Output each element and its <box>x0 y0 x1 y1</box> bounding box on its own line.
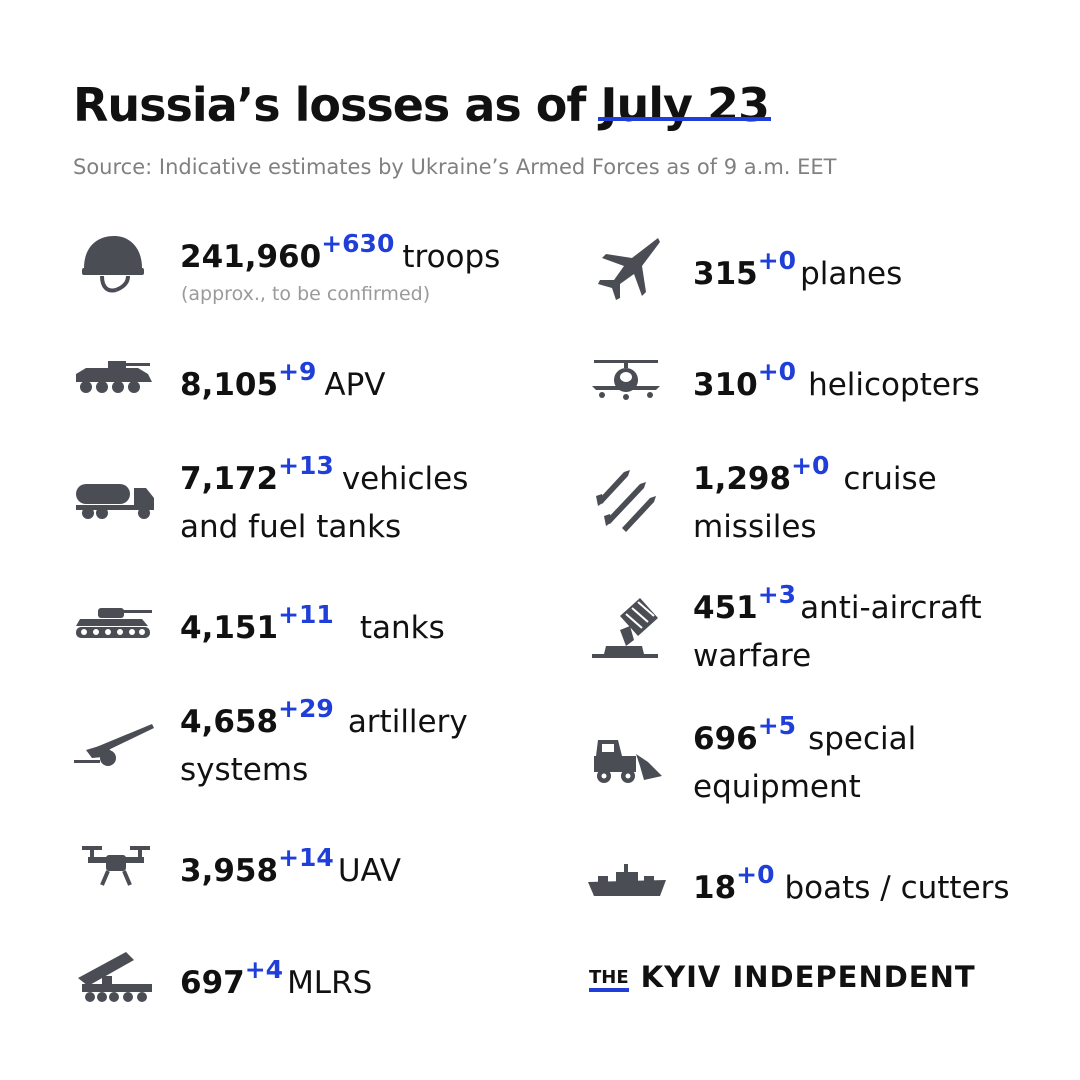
stat-label: APV <box>324 367 386 403</box>
boat-icon <box>586 862 668 900</box>
stat-label: cruise <box>843 461 937 497</box>
brand-name: KYIV INDEPENDENT <box>640 960 976 994</box>
stat-delta: +9 <box>278 357 317 386</box>
stat-label: vehicles <box>341 461 469 497</box>
stat-label: anti-aircraft <box>800 590 982 626</box>
stat-label: artillery <box>347 704 468 740</box>
plane-icon <box>592 234 662 304</box>
stat-label-line2: systems <box>180 752 309 788</box>
artillery-icon <box>72 720 158 768</box>
stat-value: 4,151 <box>180 610 279 646</box>
stat-note: (approx., to be confirmed) <box>181 283 431 305</box>
helicopter-icon <box>588 356 664 402</box>
stat-delta: +11 <box>278 600 334 629</box>
missiles-icon <box>594 466 660 532</box>
stat-delta: +0 <box>736 860 775 889</box>
stat-delta: +0 <box>791 451 830 480</box>
stat-label: special <box>808 721 917 757</box>
stat-value: 696 <box>693 721 758 757</box>
fuel-truck-icon <box>72 478 158 520</box>
stat-value: 697 <box>180 965 245 1001</box>
stat-label-line2: missiles <box>693 509 817 545</box>
stat-delta: +630 <box>321 229 395 258</box>
mlrs-icon <box>72 948 156 1004</box>
stat-value: 310 <box>693 367 758 403</box>
stat-label-line2: equipment <box>693 769 861 805</box>
stat-delta: +0 <box>757 357 797 386</box>
stat-value: 4,658 <box>180 704 279 740</box>
stat-delta: +13 <box>278 451 334 480</box>
stat-label: MLRS <box>287 965 373 1001</box>
stat-label: helicopters <box>808 367 980 403</box>
stat-delta: +29 <box>278 694 334 723</box>
drone-icon <box>80 843 152 889</box>
stat-delta: +0 <box>757 246 797 275</box>
anti-aircraft-icon <box>590 596 662 660</box>
stat-label: UAV <box>337 853 401 889</box>
helmet-icon <box>78 232 148 296</box>
stat-delta: +14 <box>278 843 334 872</box>
stat-label-line2: and fuel tanks <box>180 509 402 545</box>
title-date: July 23 <box>598 78 771 132</box>
stat-label-line2: warfare <box>693 638 812 674</box>
brand-logo: THE KYIV INDEPENDENT <box>589 960 976 996</box>
stat-value: 315 <box>693 256 758 292</box>
source-note: Source: Indicative estimates by Ukraine’… <box>73 155 837 179</box>
stat-label: planes <box>800 256 903 292</box>
stat-value: 451 <box>693 590 758 626</box>
stat-value: 241,960 <box>180 239 322 275</box>
stat-label: troops <box>402 239 501 275</box>
apv-icon <box>72 358 156 398</box>
loader-icon <box>590 736 664 784</box>
stat-delta: +3 <box>757 580 797 609</box>
tank-icon <box>72 602 156 642</box>
stat-label: tanks <box>359 610 445 646</box>
stat-delta: +4 <box>244 955 284 984</box>
stat-label: boats / cutters <box>784 870 1010 906</box>
stat-value: 1,298 <box>693 461 792 497</box>
stat-value: 7,172 <box>180 461 279 497</box>
stat-value: 8,105 <box>180 367 279 403</box>
title-prefix: Russia’s losses as of <box>73 78 586 132</box>
brand-the: THE <box>589 968 629 992</box>
stat-value: 18 <box>693 870 737 906</box>
page-title: Russia’s losses as of July 23 <box>73 78 771 132</box>
stat-value: 3,958 <box>180 853 279 889</box>
stat-delta: +5 <box>757 711 797 740</box>
